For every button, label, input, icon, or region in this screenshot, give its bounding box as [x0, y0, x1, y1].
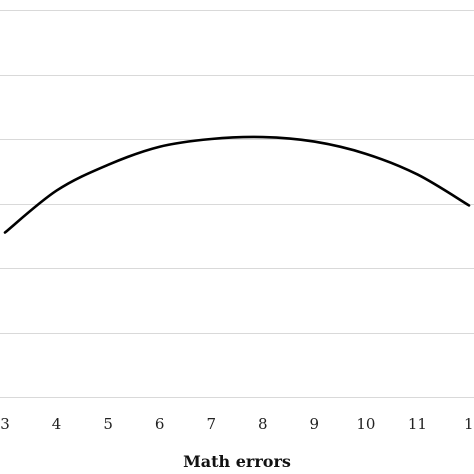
x-tick-label: 3 — [0, 415, 10, 433]
x-tick-label: 6 — [155, 415, 165, 433]
series-group — [3, 135, 471, 234]
x-tick-label: 7 — [206, 415, 216, 433]
x-tick-labels: 3 4 5 6 7 8 9 10 11 12 — [0, 415, 474, 433]
x-tick-label: 12 — [464, 415, 474, 433]
x-tick-label: 8 — [258, 415, 268, 433]
series-line-0 — [3, 135, 471, 234]
x-tick-label: 9 — [310, 415, 320, 433]
x-tick-label: 10 — [356, 415, 375, 433]
x-tick-label: 5 — [103, 415, 113, 433]
x-tick-label: 11 — [408, 415, 427, 433]
gridlines — [0, 10, 474, 398]
x-axis-label: Math errors — [183, 452, 291, 471]
x-tick-label: 4 — [52, 415, 62, 433]
